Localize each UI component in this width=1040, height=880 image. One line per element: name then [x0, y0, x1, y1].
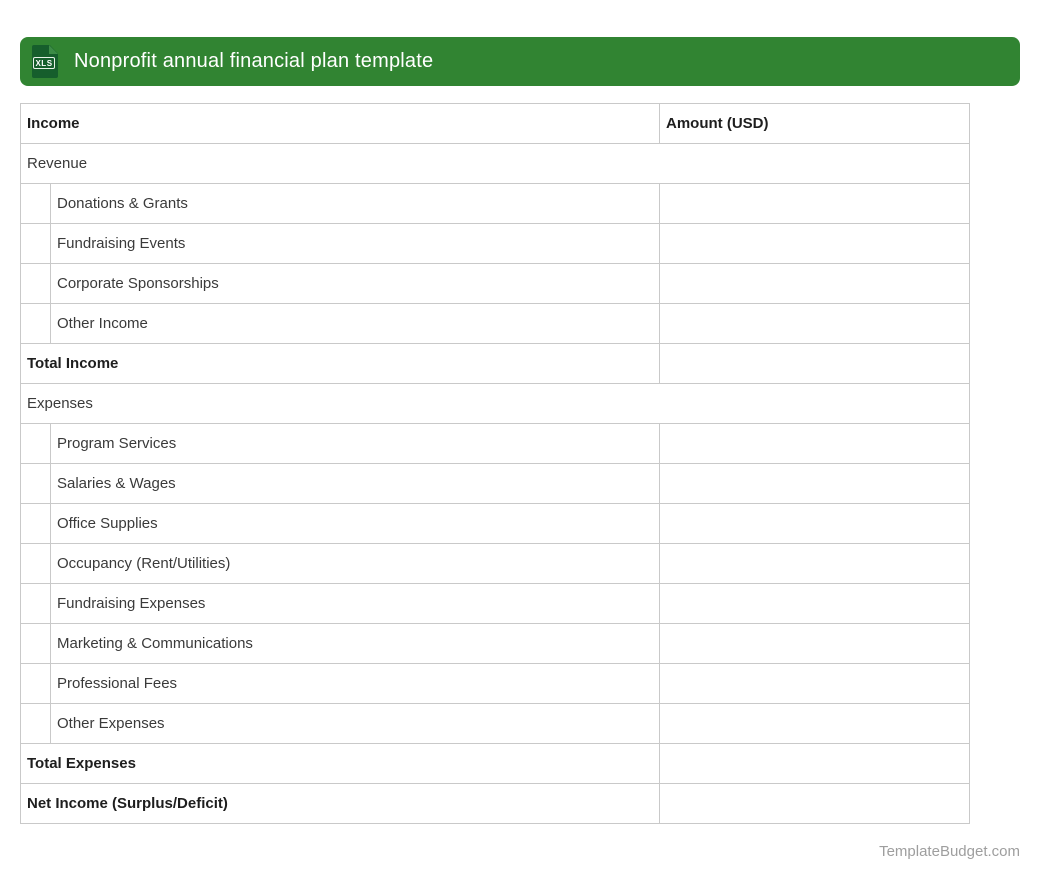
table-row-item: Other Income — [20, 303, 971, 344]
amount-cell — [659, 263, 971, 304]
table-row-item: Office Supplies — [20, 503, 971, 544]
indent-cell — [20, 263, 51, 304]
row-label: Corporate Sponsorships — [49, 263, 661, 304]
table-row-total: Net Income (Surplus/Deficit) — [19, 783, 971, 824]
row-label: Professional Fees — [49, 663, 661, 704]
financial-plan-table: Income Amount (USD) Revenue Donations & G… — [19, 103, 971, 824]
section-label: Expenses — [19, 383, 971, 424]
indent-cell — [20, 503, 51, 544]
row-label: Fundraising Events — [49, 223, 661, 264]
amount-cell — [659, 303, 971, 344]
xls-file-icon: XLS — [32, 45, 58, 78]
amount-cell — [659, 503, 971, 544]
table-row-total: Total Income — [19, 343, 971, 384]
xls-file-icon-fold — [49, 45, 58, 54]
page-title: Nonprofit annual financial plan template — [74, 50, 434, 72]
table-row-section: Expenses — [19, 383, 971, 424]
amount-cell — [659, 743, 971, 784]
amount-cell — [659, 183, 971, 224]
amount-cell — [659, 343, 971, 384]
template-header-bar: XLS Nonprofit annual financial plan temp… — [20, 37, 1020, 86]
indent-cell — [20, 223, 51, 264]
row-label: Other Income — [49, 303, 661, 344]
table-header-row: Income Amount (USD) — [19, 103, 971, 144]
row-label: Fundraising Expenses — [49, 583, 661, 624]
financial-plan-table-wrap: Income Amount (USD) Revenue Donations & G… — [19, 103, 971, 824]
row-label: Program Services — [49, 423, 661, 464]
table-row-section: Revenue — [19, 143, 971, 184]
section-label: Revenue — [19, 143, 971, 184]
xls-file-icon-label: XLS — [33, 57, 55, 69]
amount-cell — [659, 543, 971, 584]
row-label: Office Supplies — [49, 503, 661, 544]
indent-cell — [20, 463, 51, 504]
amount-cell — [659, 463, 971, 504]
table-row-item: Other Expenses — [20, 703, 971, 744]
indent-cell — [20, 183, 51, 224]
indent-cell — [20, 303, 51, 344]
row-label: Marketing & Communications — [49, 623, 661, 664]
amount-cell — [659, 223, 971, 264]
table-row-item: Occupancy (Rent/Utilities) — [20, 543, 971, 584]
indent-cell — [20, 663, 51, 704]
footer-credit: TemplateBudget.com — [879, 843, 1020, 860]
table-body: Revenue Donations & Grants Fundraising Eve… — [19, 143, 971, 824]
row-label: Salaries & Wages — [49, 463, 661, 504]
amount-cell — [659, 583, 971, 624]
total-label: Total Income — [19, 343, 661, 384]
total-label: Total Expenses — [19, 743, 661, 784]
table-row-item: Professional Fees — [20, 663, 971, 704]
indent-cell — [20, 703, 51, 744]
table-row-item: Salaries & Wages — [20, 463, 971, 504]
column-header-income: Income — [19, 103, 661, 144]
indent-cell — [20, 583, 51, 624]
amount-cell — [659, 423, 971, 464]
table-row-item: Fundraising Expenses — [20, 583, 971, 624]
row-label: Occupancy (Rent/Utilities) — [49, 543, 661, 584]
table-row-item: Marketing & Communications — [20, 623, 971, 664]
column-header-amount: Amount (USD) — [659, 103, 971, 144]
table-row-item: Donations & Grants — [20, 183, 971, 224]
row-label: Donations & Grants — [49, 183, 661, 224]
indent-cell — [20, 423, 51, 464]
table-row-item: Fundraising Events — [20, 223, 971, 264]
table-row-item: Corporate Sponsorships — [20, 263, 971, 304]
row-label: Other Expenses — [49, 703, 661, 744]
indent-cell — [20, 623, 51, 664]
table-row-total: Total Expenses — [19, 743, 971, 784]
amount-cell — [659, 623, 971, 664]
indent-cell — [20, 543, 51, 584]
amount-cell — [659, 663, 971, 704]
table-row-item: Program Services — [20, 423, 971, 464]
amount-cell — [659, 783, 971, 824]
total-label: Net Income (Surplus/Deficit) — [19, 783, 661, 824]
amount-cell — [659, 703, 971, 744]
